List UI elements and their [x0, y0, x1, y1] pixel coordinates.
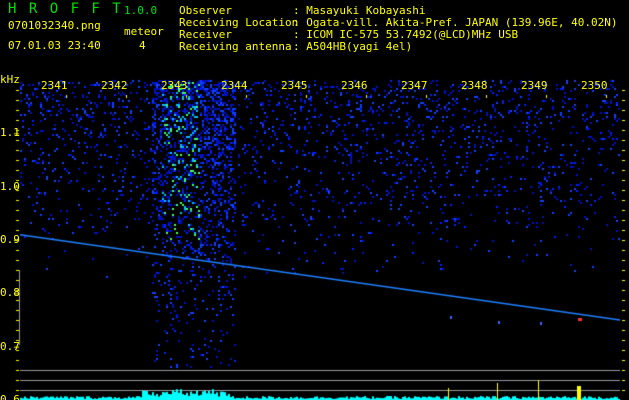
- x-tick-label: 2348: [461, 79, 488, 92]
- y-tick-label: 0.9: [0, 233, 20, 246]
- x-tick-label: 2349: [521, 79, 548, 92]
- app-version: 1.0.0: [124, 4, 158, 17]
- y-axis-unit: kHz: [0, 73, 20, 86]
- info-label: Observer: [179, 4, 232, 17]
- meteor-count: 4: [139, 39, 146, 52]
- y-tick-label: 1.1: [0, 126, 20, 140]
- x-tick-label: 2345: [281, 79, 308, 92]
- y-tick-label: 0.7: [0, 339, 20, 353]
- x-tick-label: 2344: [221, 79, 248, 92]
- info-label: Receiving antenna: [179, 40, 292, 53]
- x-tick-label: 2343: [161, 79, 188, 92]
- y-tick-label: 0.6: [0, 393, 20, 400]
- info-value: : A504HB(yagi 4el): [293, 40, 413, 53]
- x-tick-label: 2346: [341, 79, 368, 92]
- meteor-label: meteor: [124, 25, 164, 38]
- x-tick-label: 2342: [101, 79, 128, 92]
- info-label: Receiving Location: [179, 16, 299, 29]
- datetime: 07.01.03 23:40: [8, 39, 101, 52]
- app-title: H R O F F T: [8, 1, 123, 17]
- x-tick-label: 2341: [41, 79, 68, 92]
- x-tick-label: 2350: [581, 79, 608, 92]
- x-tick-label: 2347: [401, 79, 428, 92]
- info-label: Receiver: [179, 28, 232, 41]
- filename: 0701032340.png: [8, 19, 101, 32]
- y-tick-label: 0.8: [0, 286, 20, 300]
- info-value: : Masayuki Kobayashi: [293, 4, 426, 17]
- info-value: : ICOM IC-575 53.7492(@LCD)MHz USB: [293, 28, 519, 41]
- info-value: : Ogata-vill. Akita-Pref. JAPAN (139.96E…: [293, 16, 618, 29]
- y-tick-label: 1.0: [0, 179, 20, 193]
